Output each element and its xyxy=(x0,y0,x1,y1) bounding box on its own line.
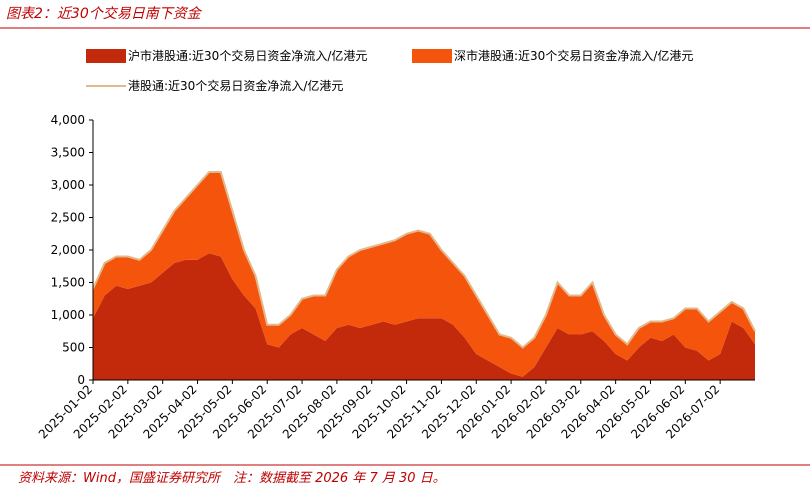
area xyxy=(93,172,755,377)
y-tick-label: 2,000 xyxy=(51,243,85,257)
y-tick-label: 1,000 xyxy=(51,308,85,322)
y-tick-label: 500 xyxy=(62,341,85,355)
legend-label: 深市港股通:近30个交易日资金净流入/亿港元 xyxy=(454,48,693,63)
y-tick-label: 0 xyxy=(77,373,85,387)
y-tick-label: 2,500 xyxy=(51,211,85,225)
y-tick-label: 4,000 xyxy=(51,113,85,127)
legend-label: 沪市港股通:近30个交易日资金净流入/亿港元 xyxy=(128,48,367,63)
y-tick-label: 3,500 xyxy=(51,146,85,160)
legend-swatch xyxy=(412,49,452,63)
legend-label: 港股通:近30个交易日资金净流入/亿港元 xyxy=(128,78,343,93)
line xyxy=(92,171,756,349)
chart-title: 图表2：近30个交易日南下资金 xyxy=(6,6,203,22)
source-note: 资料来源：Wind，国盛证券研究所 注：数据截至 2026 年 7 月 30 日… xyxy=(18,470,446,486)
y-tick-label: 1,500 xyxy=(51,276,85,290)
legend-swatch xyxy=(86,49,126,63)
y-tick-label: 3,000 xyxy=(51,178,85,192)
area xyxy=(93,253,755,380)
